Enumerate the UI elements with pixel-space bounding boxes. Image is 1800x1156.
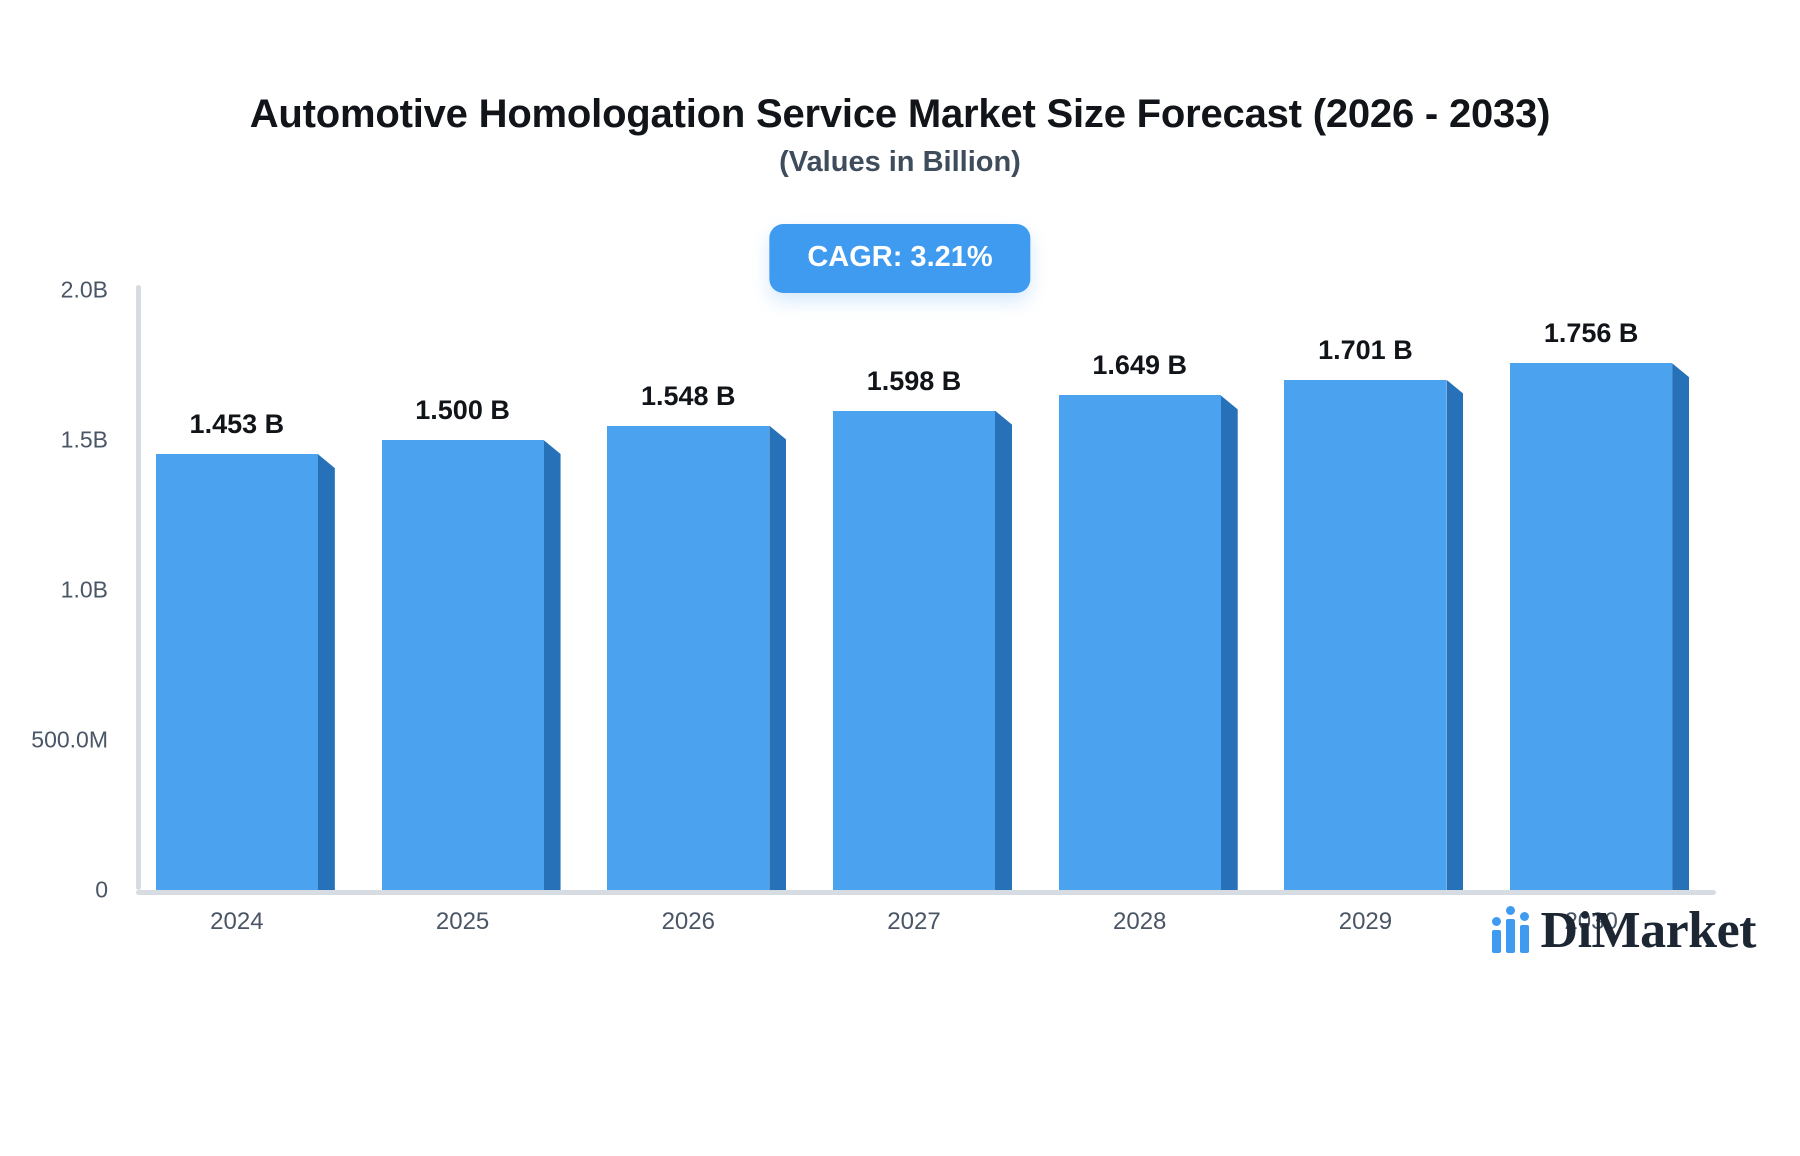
bar-face (1058, 395, 1221, 890)
bar[interactable]: 1.598 B (833, 366, 1012, 890)
bar-face (381, 440, 544, 890)
x-axis-label: 2024 (210, 908, 264, 935)
bar-value-label: 1.701 B (1318, 334, 1413, 365)
y-axis-tick-label: 1.5B (60, 426, 108, 453)
bar-chart-icon (1491, 905, 1529, 953)
x-axis-label: 2027 (887, 908, 941, 935)
bar-face (155, 454, 318, 890)
bar-value-label: 1.548 B (640, 380, 736, 411)
bar[interactable]: 1.548 B (607, 381, 787, 890)
x-axis-label: 2028 (1113, 908, 1167, 935)
y-axis-tick-label: 1.0B (60, 576, 108, 603)
y-axis-line (136, 285, 141, 890)
bar-value-label: 1.598 B (866, 365, 962, 396)
y-axis-tick-label: 0 (95, 876, 108, 903)
cagr-badge: CAGR: 3.21% (769, 224, 1031, 293)
plot-area: 1.453 B 1.500 B 1.548 B 1.598 B 1.649 B 1.701… (136, 285, 1716, 895)
logo-text: DiMarket (1540, 902, 1757, 959)
bar-value-label: 1.756 B (1543, 318, 1639, 349)
bar[interactable]: 1.500 B (381, 395, 561, 890)
bar[interactable]: 1.701 B (1284, 335, 1464, 890)
y-axis-tick-label: 2.0B (60, 276, 108, 303)
bar-value-label: 1.500 B (415, 395, 510, 425)
bar-side-3d (1672, 363, 1690, 890)
chart-title: Automotive Homologation Service Market S… (249, 92, 1551, 136)
bar-face (607, 425, 770, 890)
bar-face (833, 410, 995, 890)
bar[interactable]: 1.649 B (1058, 350, 1238, 890)
x-axis-label: 2026 (661, 908, 715, 935)
y-axis-tick-label: 500.0M (31, 726, 108, 753)
bar-side-3d (317, 454, 335, 890)
x-axis-label: 2030 (1564, 908, 1618, 935)
chart-subtitle: (Values in Billion) (779, 146, 1021, 178)
bar-side-3d (543, 440, 561, 890)
x-axis-label: 2025 (435, 908, 490, 935)
bar-face (1510, 363, 1673, 890)
bar-series: 1.453 B 1.500 B 1.548 B 1.598 B 1.649 B 1.701… (136, 290, 1716, 890)
bar-value-label: 1.649 B (1092, 350, 1187, 381)
dimarket-logo: DiMarket (1491, 901, 1757, 960)
bar-value-label: 1.453 B (189, 409, 285, 440)
bar[interactable]: 1.453 B (155, 409, 335, 890)
bar-side-3d (769, 425, 787, 890)
x-axis-line (136, 890, 1716, 895)
bar-side-3d (1446, 379, 1464, 890)
x-axis-label: 2029 (1338, 908, 1393, 935)
bar-side-3d (995, 410, 1012, 890)
bar-face (1284, 379, 1447, 890)
bar-side-3d (1220, 395, 1238, 890)
bar[interactable]: 1.756 B (1510, 318, 1690, 890)
